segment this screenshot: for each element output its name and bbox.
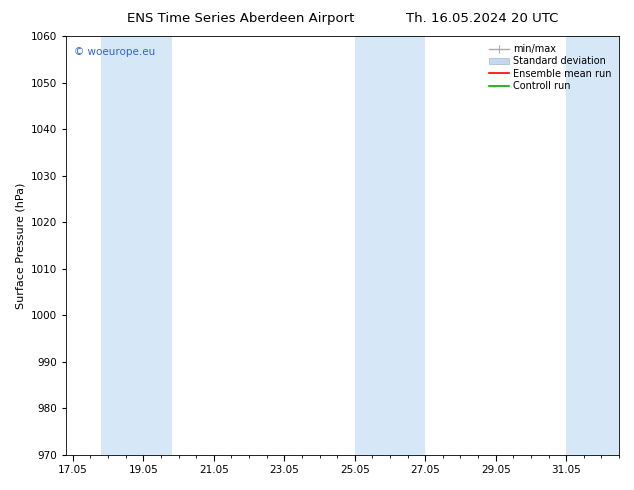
Y-axis label: Surface Pressure (hPa): Surface Pressure (hPa) [15,182,25,309]
Text: ENS Time Series Aberdeen Airport: ENS Time Series Aberdeen Airport [127,12,354,25]
Text: © woeurope.eu: © woeurope.eu [74,47,155,57]
Text: Th. 16.05.2024 20 UTC: Th. 16.05.2024 20 UTC [406,12,558,25]
Bar [566,36,619,455]
Bar [101,36,172,455]
Legend: min/max, Standard deviation, Ensemble mean run, Controll run: min/max, Standard deviation, Ensemble me… [486,41,614,94]
Bar [355,36,425,455]
